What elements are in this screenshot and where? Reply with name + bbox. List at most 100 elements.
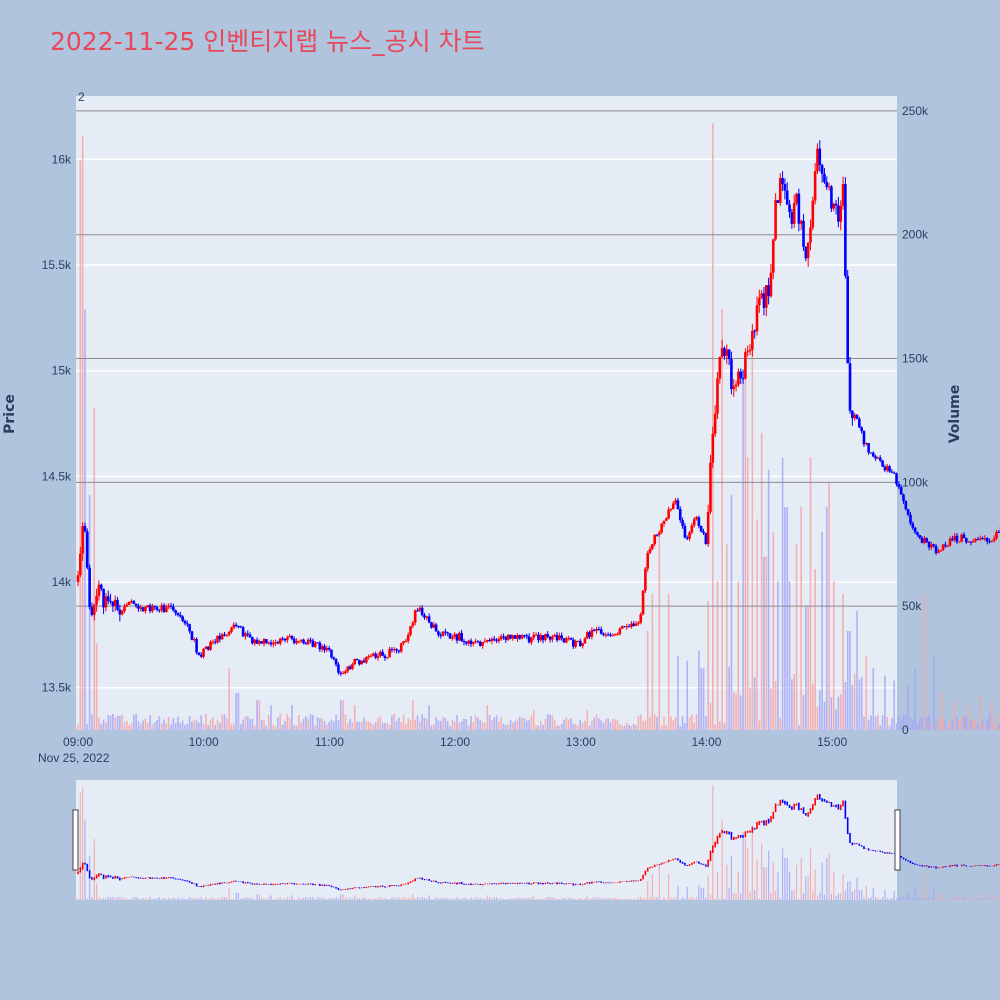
volume-bar bbox=[314, 725, 316, 730]
volume-bar bbox=[351, 722, 354, 730]
candle-body bbox=[934, 545, 938, 554]
volume-bar bbox=[237, 692, 240, 730]
candle-body bbox=[851, 410, 854, 419]
volume-bar bbox=[637, 716, 640, 730]
slider-volume-bar bbox=[409, 898, 412, 900]
volume-bar bbox=[767, 469, 770, 730]
slider-volume-bar bbox=[168, 897, 170, 900]
slider-volume-bar bbox=[635, 899, 637, 900]
candle-body bbox=[583, 638, 587, 644]
volume-bar bbox=[595, 714, 598, 730]
volume-bar bbox=[763, 556, 765, 730]
slider-volume-bar bbox=[672, 898, 674, 900]
slider-volume-bar bbox=[514, 898, 516, 900]
volume-bar bbox=[186, 723, 189, 730]
volume-bar bbox=[728, 666, 730, 730]
volume-bar bbox=[321, 718, 323, 730]
candle-body bbox=[704, 533, 708, 545]
slider-volume-bar bbox=[244, 897, 247, 900]
volume-bar bbox=[107, 714, 110, 730]
candle-body bbox=[869, 452, 873, 454]
candle-body bbox=[197, 652, 201, 655]
volume-bar bbox=[525, 720, 528, 730]
range-slider-left-handle[interactable] bbox=[72, 809, 79, 871]
main-plot-area[interactable] bbox=[76, 96, 897, 730]
slider-volume-bar bbox=[102, 898, 105, 900]
slider-volume-bar bbox=[84, 820, 86, 900]
slider-volume-bar bbox=[170, 898, 172, 900]
candle-body bbox=[988, 541, 991, 543]
candle-body bbox=[690, 525, 694, 533]
slider-volume-bar bbox=[486, 895, 488, 900]
volume-bar bbox=[818, 690, 821, 730]
volume-bar bbox=[735, 693, 737, 730]
volume-bar bbox=[712, 123, 714, 730]
slider-volume-bar bbox=[268, 897, 270, 900]
slider-volume-bar bbox=[416, 897, 419, 900]
slider-volume-bar bbox=[554, 898, 556, 900]
candle-body bbox=[495, 639, 498, 642]
volume-bar bbox=[914, 668, 916, 730]
candle-body bbox=[762, 293, 766, 308]
candle-body bbox=[611, 635, 615, 637]
price-tick-label: 15k bbox=[52, 364, 72, 378]
volume-bar bbox=[886, 716, 889, 730]
candle-body bbox=[685, 537, 689, 539]
slider-volume-bar bbox=[193, 897, 195, 900]
slider-volume-bar bbox=[195, 898, 198, 900]
volume-bar bbox=[807, 606, 809, 730]
range-slider-right-handle[interactable] bbox=[894, 809, 901, 871]
candle-body bbox=[474, 641, 477, 643]
range-slider[interactable] bbox=[76, 780, 897, 900]
slider-volume-bar bbox=[470, 897, 472, 900]
candle-body bbox=[288, 636, 291, 638]
candle-body bbox=[662, 520, 666, 524]
slider-volume-bar bbox=[372, 899, 374, 900]
slider-volume-bar bbox=[482, 898, 484, 900]
volume-bar bbox=[563, 719, 565, 730]
slider-volume-bar bbox=[879, 899, 881, 900]
candle-body bbox=[732, 386, 736, 390]
volume-bar bbox=[472, 721, 475, 730]
slider-volume-bar bbox=[958, 898, 960, 900]
slider-volume-bar bbox=[356, 898, 358, 900]
slider-volume-bar bbox=[270, 895, 272, 900]
slider-volume-bar bbox=[458, 898, 460, 900]
volume-bar bbox=[795, 544, 798, 730]
candle-body bbox=[776, 200, 780, 203]
candle-body bbox=[751, 330, 754, 350]
slider-volume-bar bbox=[340, 894, 342, 900]
candle-body bbox=[713, 413, 717, 434]
volume-bar bbox=[679, 726, 682, 730]
slider-volume-bar bbox=[937, 898, 939, 900]
slider-volume-bar bbox=[533, 896, 535, 900]
volume-bar bbox=[370, 722, 372, 730]
volume-bar bbox=[798, 725, 800, 730]
slider-volume-bar bbox=[868, 898, 870, 900]
candle-body bbox=[216, 635, 219, 643]
slider-volume-bar bbox=[342, 894, 344, 900]
candle-body bbox=[909, 514, 912, 524]
slider-volume-bar bbox=[668, 874, 670, 900]
volume-bar bbox=[665, 724, 668, 730]
volume-bar bbox=[688, 717, 691, 730]
candle-body bbox=[220, 634, 224, 640]
candle-body bbox=[739, 371, 743, 379]
candle-body bbox=[951, 538, 954, 541]
slider-volume-bar bbox=[981, 897, 984, 900]
candle-body bbox=[378, 651, 382, 656]
volume-bar bbox=[570, 718, 572, 730]
slider-volume-bar bbox=[861, 890, 863, 900]
volume-bar bbox=[270, 705, 272, 730]
volume-bar bbox=[312, 714, 314, 730]
candle-body bbox=[706, 511, 710, 545]
slider-volume-bar bbox=[588, 899, 591, 900]
slider-volume-bar bbox=[935, 898, 937, 900]
candle-body bbox=[451, 637, 454, 639]
volume-bar bbox=[258, 700, 261, 730]
slider-volume-bar bbox=[977, 898, 979, 900]
volume-bar bbox=[398, 717, 400, 730]
volume-bar bbox=[298, 714, 300, 730]
candle-body bbox=[767, 285, 770, 297]
candle-body bbox=[390, 648, 394, 650]
